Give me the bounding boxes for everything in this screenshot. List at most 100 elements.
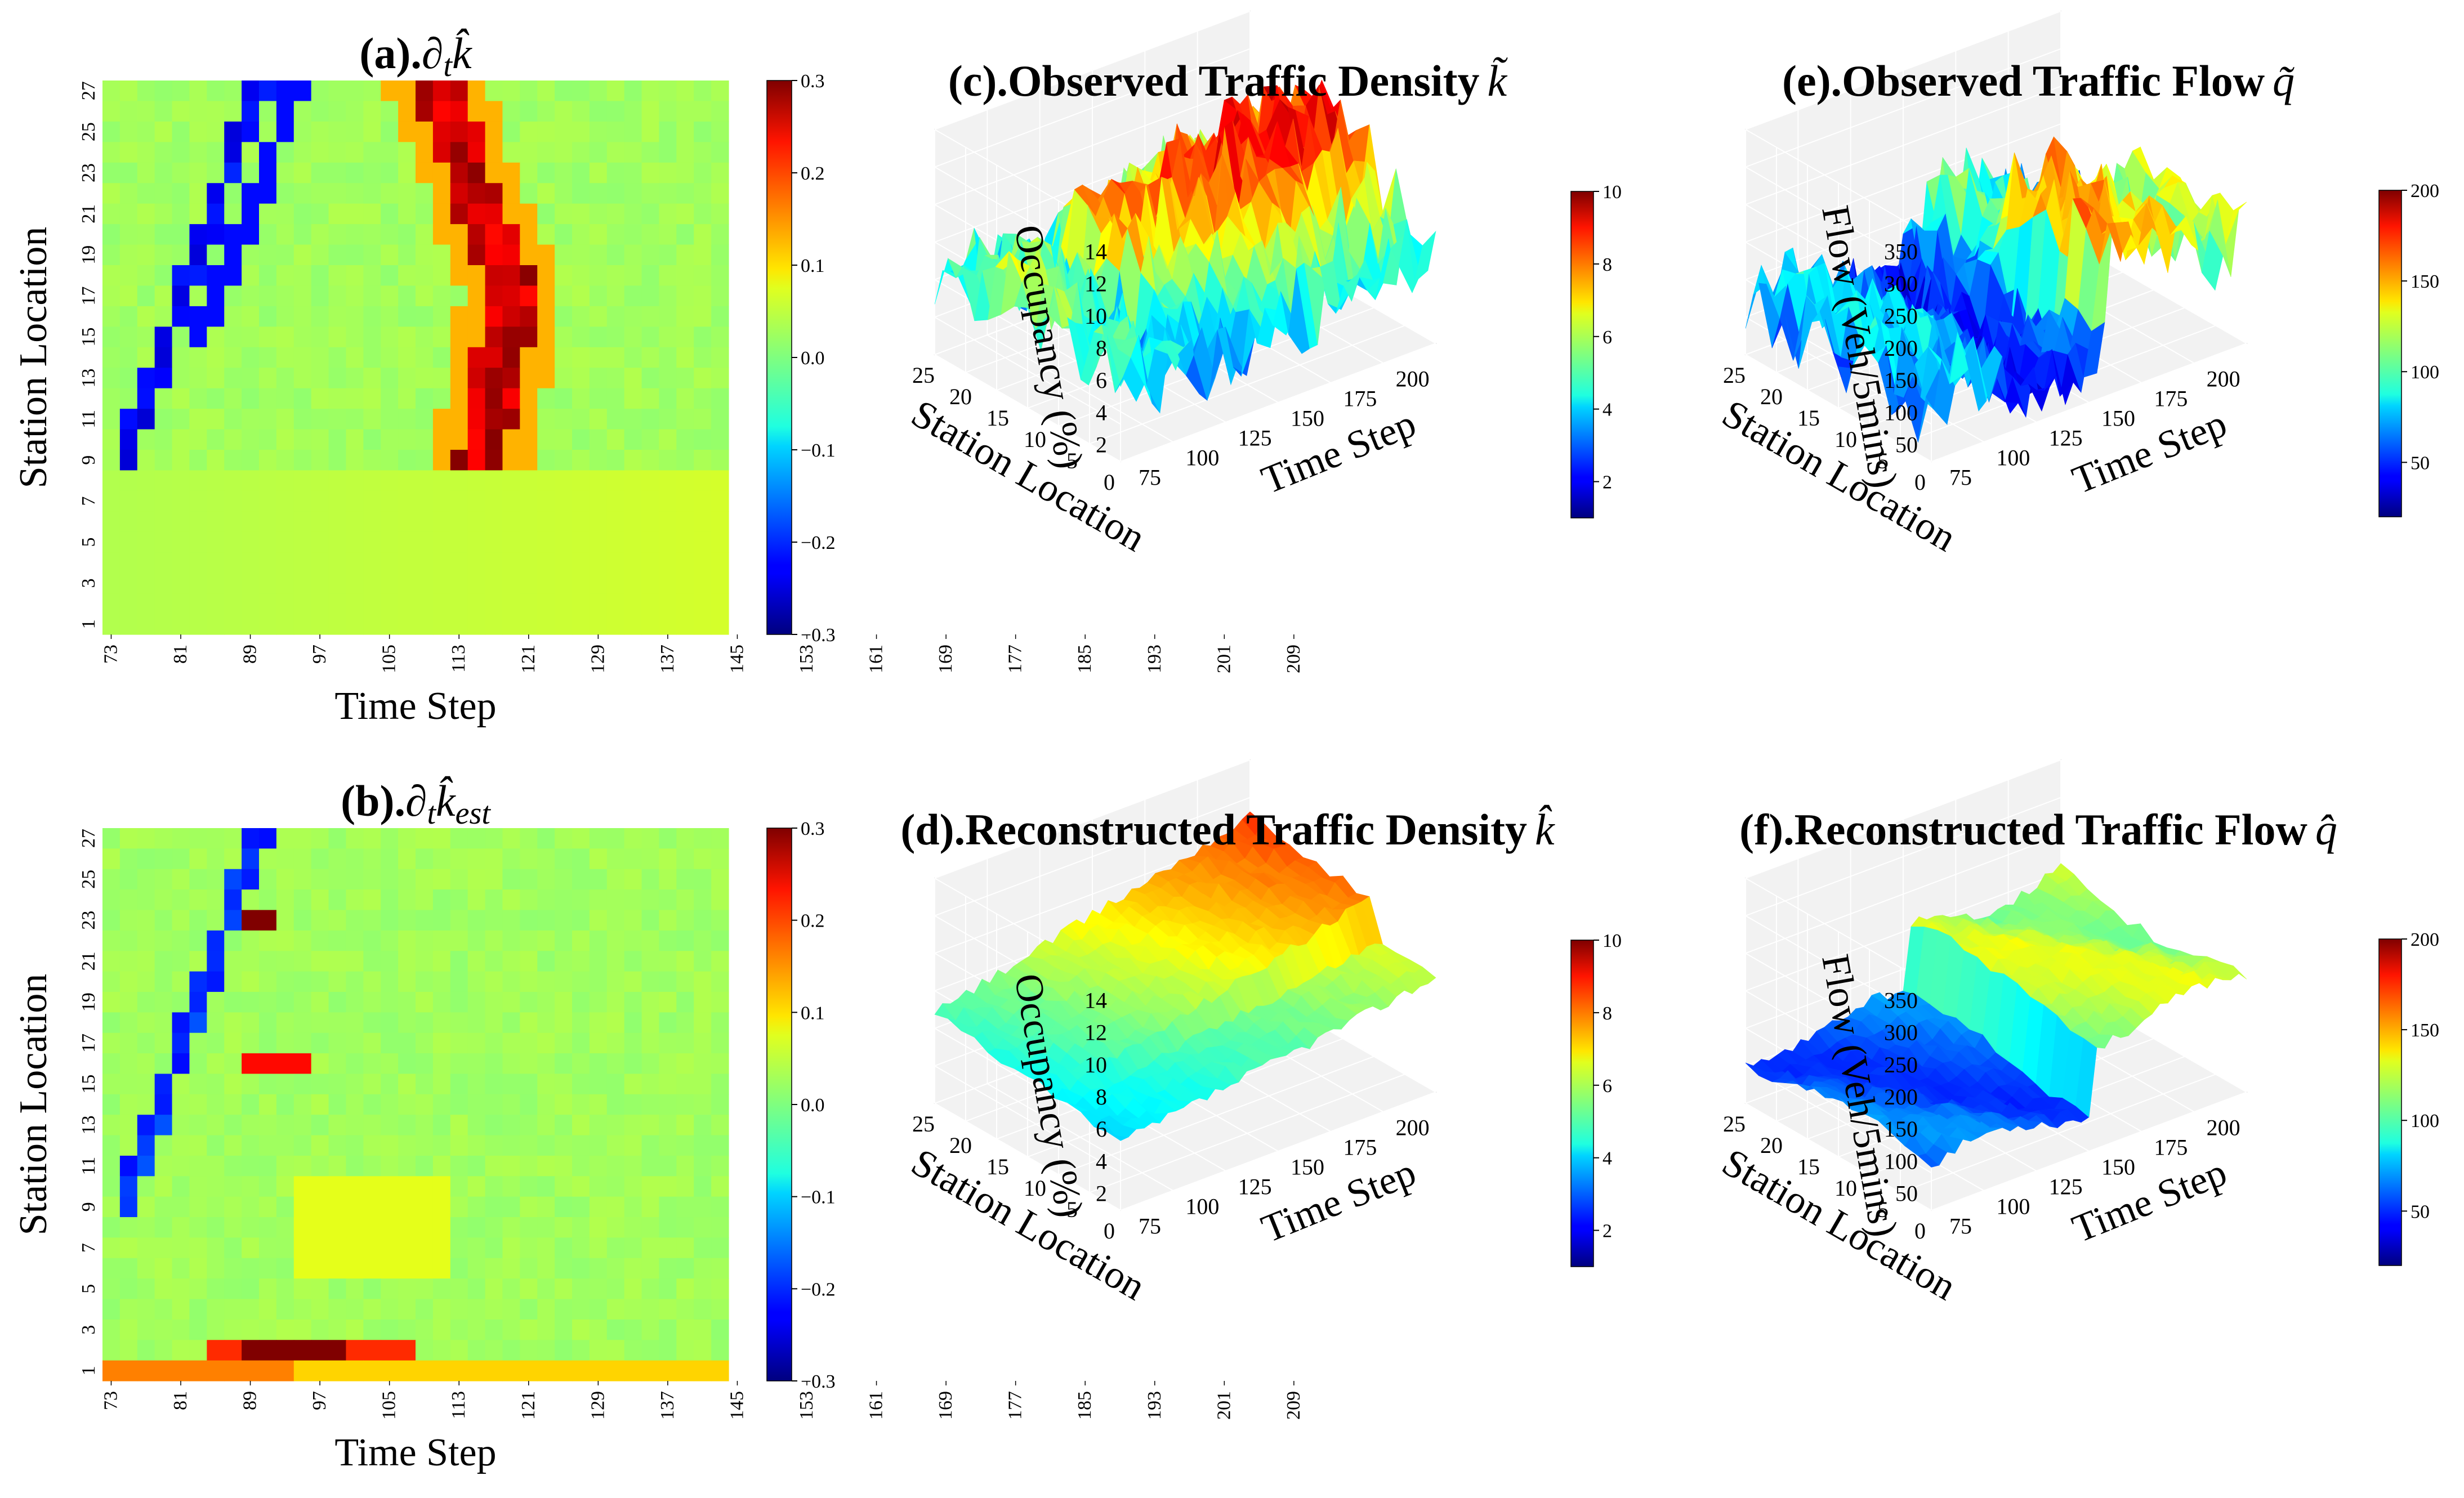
heatmap-cell [467, 101, 486, 122]
heatmap-cell [119, 930, 138, 951]
heatmap-cell [711, 265, 729, 287]
heatmap-cell [102, 1115, 120, 1136]
heatmap-cell [694, 121, 712, 142]
heatmap-cell [502, 910, 520, 931]
heatmap-cell [189, 1135, 207, 1156]
heatmap-cell [555, 142, 573, 163]
heatmap-cell [467, 409, 486, 430]
heatmap-cell [346, 327, 364, 348]
heatmap-cell [711, 848, 729, 870]
heatmap-cell [659, 1012, 677, 1034]
heatmap-cell [711, 224, 729, 245]
heatmap-cell [537, 848, 555, 870]
heatmap-cell [537, 1258, 555, 1279]
heatmap-cell [555, 848, 573, 870]
heatmap-cell [154, 81, 173, 102]
heatmap-cell [189, 1278, 207, 1300]
heatmap-cell [137, 162, 155, 184]
x-axis-label: Time Step [2066, 1151, 2233, 1251]
x-tick-label: 137 [657, 1391, 678, 1420]
heatmap-cell [276, 1299, 294, 1320]
heatmap-cell [276, 1053, 294, 1075]
heatmap-cell [467, 1032, 486, 1054]
heatmap-cell [137, 593, 155, 615]
x-tick-label: 169 [935, 1391, 956, 1420]
heatmap-cell [259, 1176, 277, 1197]
heatmap-cell [450, 490, 468, 512]
heatmap-cell [416, 531, 434, 553]
y-tick-label: 1 [78, 619, 99, 629]
heatmap-cell [102, 1155, 120, 1177]
heatmap-cell [172, 1217, 190, 1238]
heatmap-cell [450, 971, 468, 992]
heatmap-cell [328, 848, 347, 870]
heatmap-cell [467, 490, 486, 512]
heatmap-cell [659, 971, 677, 992]
heatmap-cell [276, 183, 294, 204]
heatmap-cell [119, 1094, 138, 1115]
heatmap-cell [346, 183, 364, 204]
heatmap-cell [450, 951, 468, 972]
heatmap-cell [555, 429, 573, 450]
heatmap-cell [572, 1278, 590, 1300]
heatmap-cell [346, 203, 364, 225]
heatmap-cell [363, 203, 381, 225]
heatmap-cell [311, 162, 329, 184]
heatmap-cell [467, 971, 486, 992]
heatmap-cell [659, 1340, 677, 1361]
heatmap-cell [520, 327, 538, 348]
heatmap-cell [259, 429, 277, 450]
heatmap-cell [467, 910, 486, 931]
heatmap-cell [137, 614, 155, 635]
heatmap-cell [485, 1053, 503, 1075]
heatmap-cell [154, 1094, 173, 1115]
heatmap-cell [276, 889, 294, 911]
heatmap-cell [293, 142, 312, 163]
heatmap-cell [242, 971, 260, 992]
heatmap-cell [242, 1012, 260, 1034]
heatmap-cell [276, 409, 294, 430]
heatmap-cell [485, 1155, 503, 1177]
heatmap-cell [102, 910, 120, 931]
heatmap-cell [537, 327, 555, 348]
heatmap-cell [450, 327, 468, 348]
heatmap-cell [432, 388, 451, 409]
heatmap-cell [676, 1237, 694, 1259]
heatmap-cell [276, 573, 294, 594]
heatmap-cell [224, 848, 242, 870]
heatmap-cell [589, 470, 608, 491]
heatmap-cell [520, 470, 538, 491]
heatmap-cell [606, 1155, 625, 1177]
heatmap-cell [520, 81, 538, 102]
heatmap-cell [555, 573, 573, 594]
heatmap-cell [711, 1258, 729, 1279]
heatmap-cell [555, 1360, 573, 1381]
heatmap-cell [207, 183, 225, 204]
heatmap-cell [154, 511, 173, 533]
colorbar-tick-label: −0.3 [801, 625, 836, 646]
heatmap-cell [311, 1115, 329, 1136]
heatmap-cell [572, 429, 590, 450]
colorbar-tick-label: 0.0 [801, 348, 825, 369]
heatmap-cell [224, 531, 242, 553]
heatmap-cell [381, 121, 399, 142]
heatmap-cell [363, 869, 381, 890]
heatmap-cell [589, 1237, 608, 1259]
heatmap-cell [450, 573, 468, 594]
heatmap-cell [624, 1012, 642, 1034]
heatmap-cell [555, 244, 573, 266]
heatmap-cell [624, 869, 642, 890]
heatmap-cell [154, 951, 173, 972]
colorbar-tick-label: −0.2 [801, 1279, 836, 1300]
heatmap-cell [259, 490, 277, 512]
x-axis-label: Time Step [334, 685, 496, 728]
heatmap-cell [137, 1299, 155, 1320]
z-tick-label: 300 [1884, 1020, 1918, 1045]
heatmap-cell [293, 1258, 312, 1279]
heatmap-cell [381, 1115, 399, 1136]
heatmap-cell [363, 1258, 381, 1279]
heatmap-cell [346, 1115, 364, 1136]
heatmap-cell [398, 869, 416, 890]
heatmap-cell [676, 470, 694, 491]
heatmap-cell [154, 869, 173, 890]
